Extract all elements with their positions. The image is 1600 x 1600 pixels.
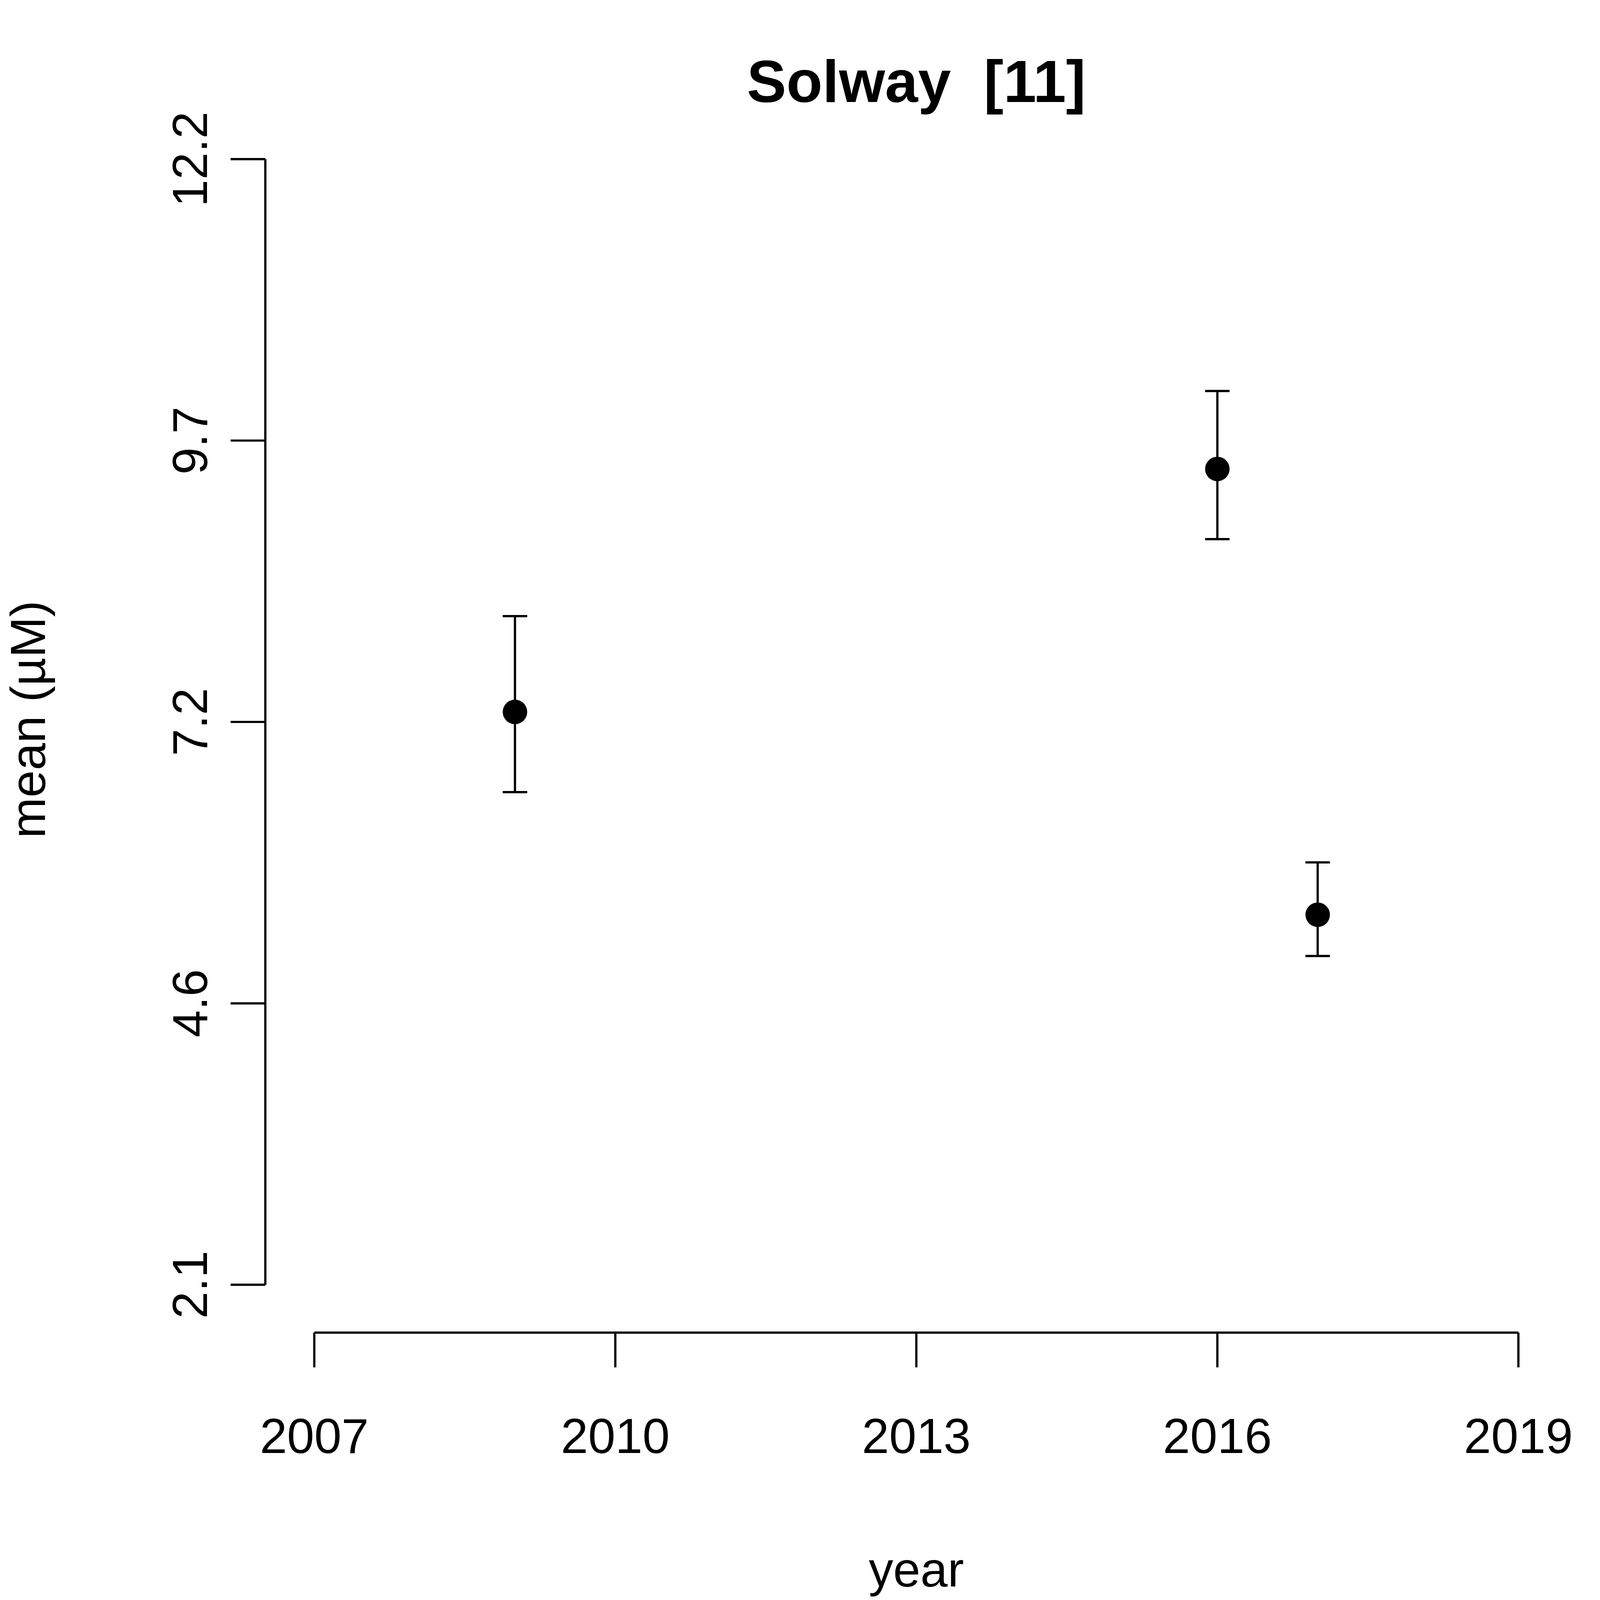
x-tick-label: 2019	[1464, 1408, 1573, 1464]
x-tick-label: 2010	[561, 1408, 670, 1464]
y-tick	[230, 1283, 265, 1286]
y-axis-label: mean (µM)	[0, 600, 56, 838]
title: Solway [11]	[747, 48, 1086, 115]
y-tick	[230, 1002, 265, 1004]
error-bar	[1305, 862, 1330, 956]
y-tick-label: 7.2	[162, 688, 218, 756]
x-axis-label: year	[868, 1542, 964, 1597]
error-bar-cap-upper	[502, 615, 527, 617]
error-bar	[1205, 391, 1230, 539]
error-bar-cap-lower	[1205, 538, 1230, 540]
error-bar-cap-upper	[1205, 390, 1230, 392]
error-bar	[502, 616, 527, 792]
y-tick-label: 9.7	[162, 406, 218, 475]
x-tick	[614, 1332, 616, 1367]
error-bar-cap-lower	[502, 791, 527, 793]
error-bar-cap-lower	[1305, 955, 1330, 957]
x-tick	[313, 1332, 315, 1367]
point	[1305, 902, 1330, 927]
plot-area	[502, 391, 1330, 956]
error-bar-cap-upper	[1305, 861, 1330, 863]
y-tick	[230, 439, 265, 442]
y-tick	[230, 158, 265, 160]
x-tick	[1517, 1332, 1519, 1367]
x-tick-label: 2016	[1163, 1408, 1272, 1464]
point	[1205, 456, 1230, 481]
y-tick-label: 4.6	[162, 969, 218, 1038]
x-tick-label: 2013	[862, 1408, 971, 1464]
chart-root: Solway [11] 2007 2010 2013 2016 2019 year 2.1 4.…	[0, 0, 1600, 1600]
y-tick	[230, 721, 265, 723]
y-tick-label: 12.2	[162, 111, 218, 207]
x-tick	[915, 1332, 917, 1367]
y-tick-label: 2.1	[162, 1250, 218, 1319]
x-tick-label: 2007	[260, 1408, 369, 1464]
point	[502, 699, 527, 724]
x-tick	[1216, 1332, 1218, 1367]
chart-svg: Solway [11] 2007 2010 2013 2016 2019 year 2.1 4.…	[0, 0, 1600, 1600]
